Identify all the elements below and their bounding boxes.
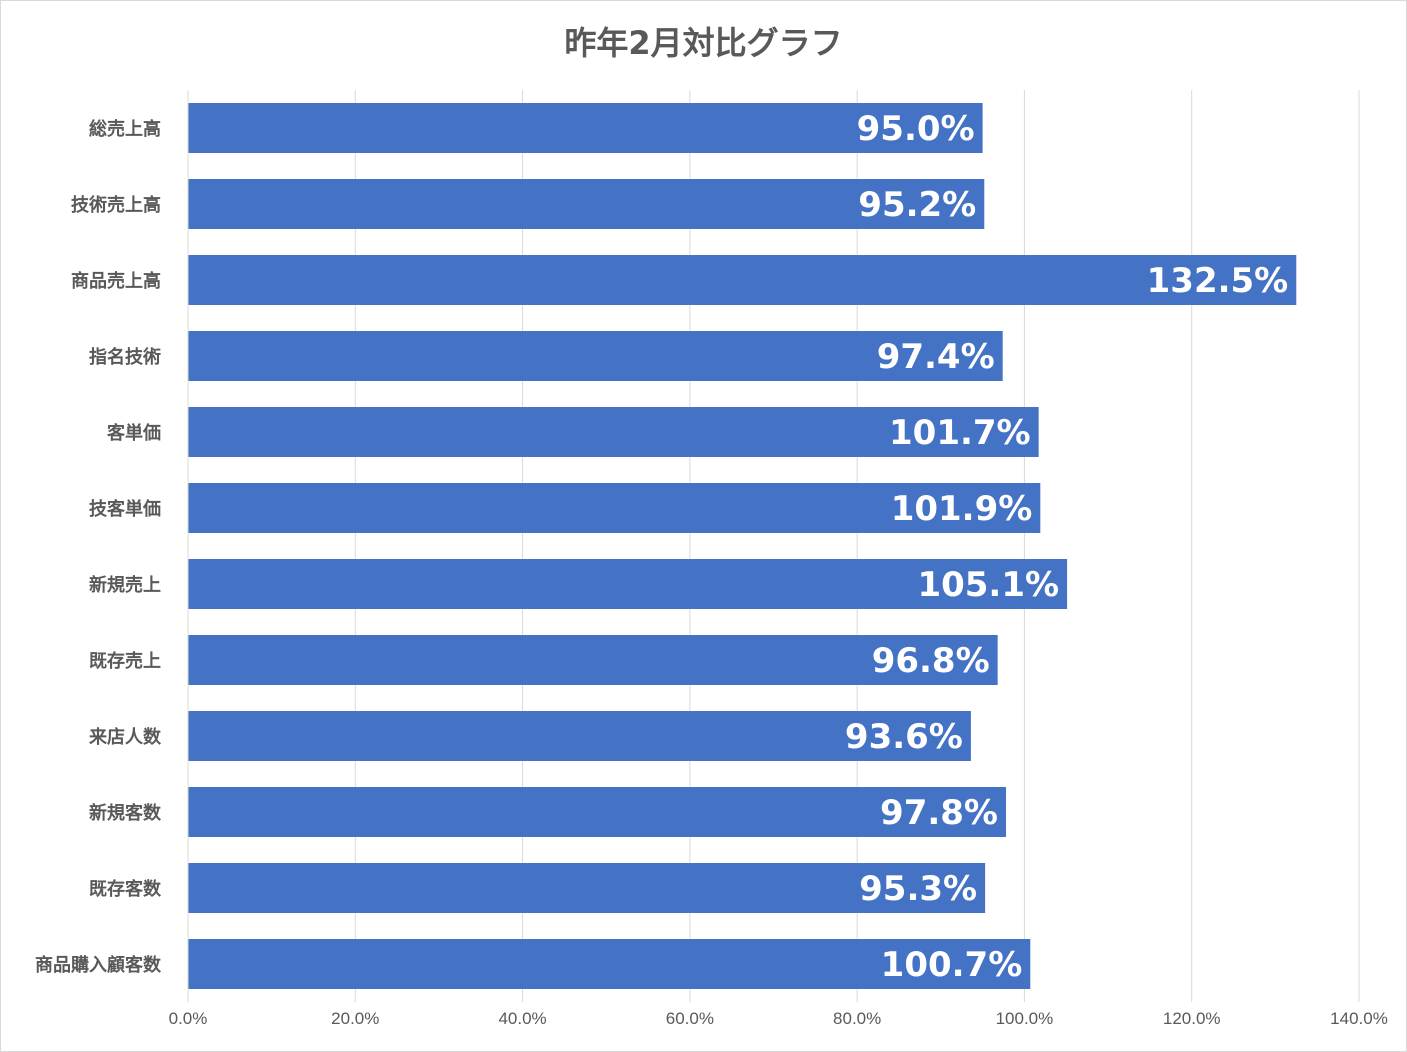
bar-1 bbox=[188, 179, 985, 229]
x-tick-label: 20.0% bbox=[331, 1009, 379, 1028]
category-label: 新規客数 bbox=[89, 802, 162, 824]
x-tick-label: 0.0% bbox=[169, 1009, 208, 1028]
bar-5 bbox=[188, 483, 1041, 533]
bar-8 bbox=[188, 711, 971, 761]
category-label: 技客単価 bbox=[89, 498, 161, 520]
x-tick-label: 40.0% bbox=[498, 1009, 546, 1028]
category-label: 技術売上高 bbox=[71, 194, 161, 216]
data-label: 101.7% bbox=[889, 413, 1031, 453]
bar-0 bbox=[188, 103, 983, 153]
category-label: 総売上高 bbox=[89, 118, 161, 140]
category-label: 既存客数 bbox=[89, 878, 162, 900]
category-label: 既存売上 bbox=[89, 650, 161, 672]
bar-4 bbox=[188, 407, 1039, 457]
data-label: 95.0% bbox=[857, 109, 975, 149]
data-label: 96.8% bbox=[872, 641, 990, 681]
bar-6 bbox=[188, 559, 1068, 609]
category-label: 商品売上高 bbox=[71, 270, 161, 292]
data-label: 132.5% bbox=[1147, 261, 1289, 301]
chart-title: 昨年2月対比グラフ bbox=[564, 24, 843, 62]
bar-10 bbox=[188, 863, 986, 913]
data-label: 93.6% bbox=[845, 717, 963, 757]
category-label: 客単価 bbox=[107, 422, 161, 444]
bar-2 bbox=[188, 255, 1297, 305]
bar-3 bbox=[188, 331, 1003, 381]
x-tick-label: 100.0% bbox=[996, 1009, 1054, 1028]
category-label: 新規売上 bbox=[89, 574, 161, 596]
x-tick-label: 60.0% bbox=[666, 1009, 714, 1028]
x-tick-label: 80.0% bbox=[833, 1009, 881, 1028]
data-label: 97.8% bbox=[880, 793, 998, 833]
x-tick-label: 120.0% bbox=[1163, 1009, 1221, 1028]
data-label: 95.3% bbox=[859, 869, 977, 909]
data-label: 100.7% bbox=[881, 945, 1023, 985]
bar-9 bbox=[188, 787, 1007, 837]
data-label: 101.9% bbox=[891, 489, 1033, 529]
category-label: 来店人数 bbox=[88, 726, 162, 748]
category-label: 指名技術 bbox=[89, 346, 161, 368]
data-label: 105.1% bbox=[917, 565, 1059, 605]
category-label: 商品購入顧客数 bbox=[35, 954, 162, 976]
bar-11 bbox=[188, 939, 1031, 989]
data-label: 95.2% bbox=[858, 185, 976, 225]
bar-7 bbox=[188, 635, 998, 685]
x-tick-label: 140.0% bbox=[1330, 1009, 1388, 1028]
data-label: 97.4% bbox=[877, 337, 995, 377]
